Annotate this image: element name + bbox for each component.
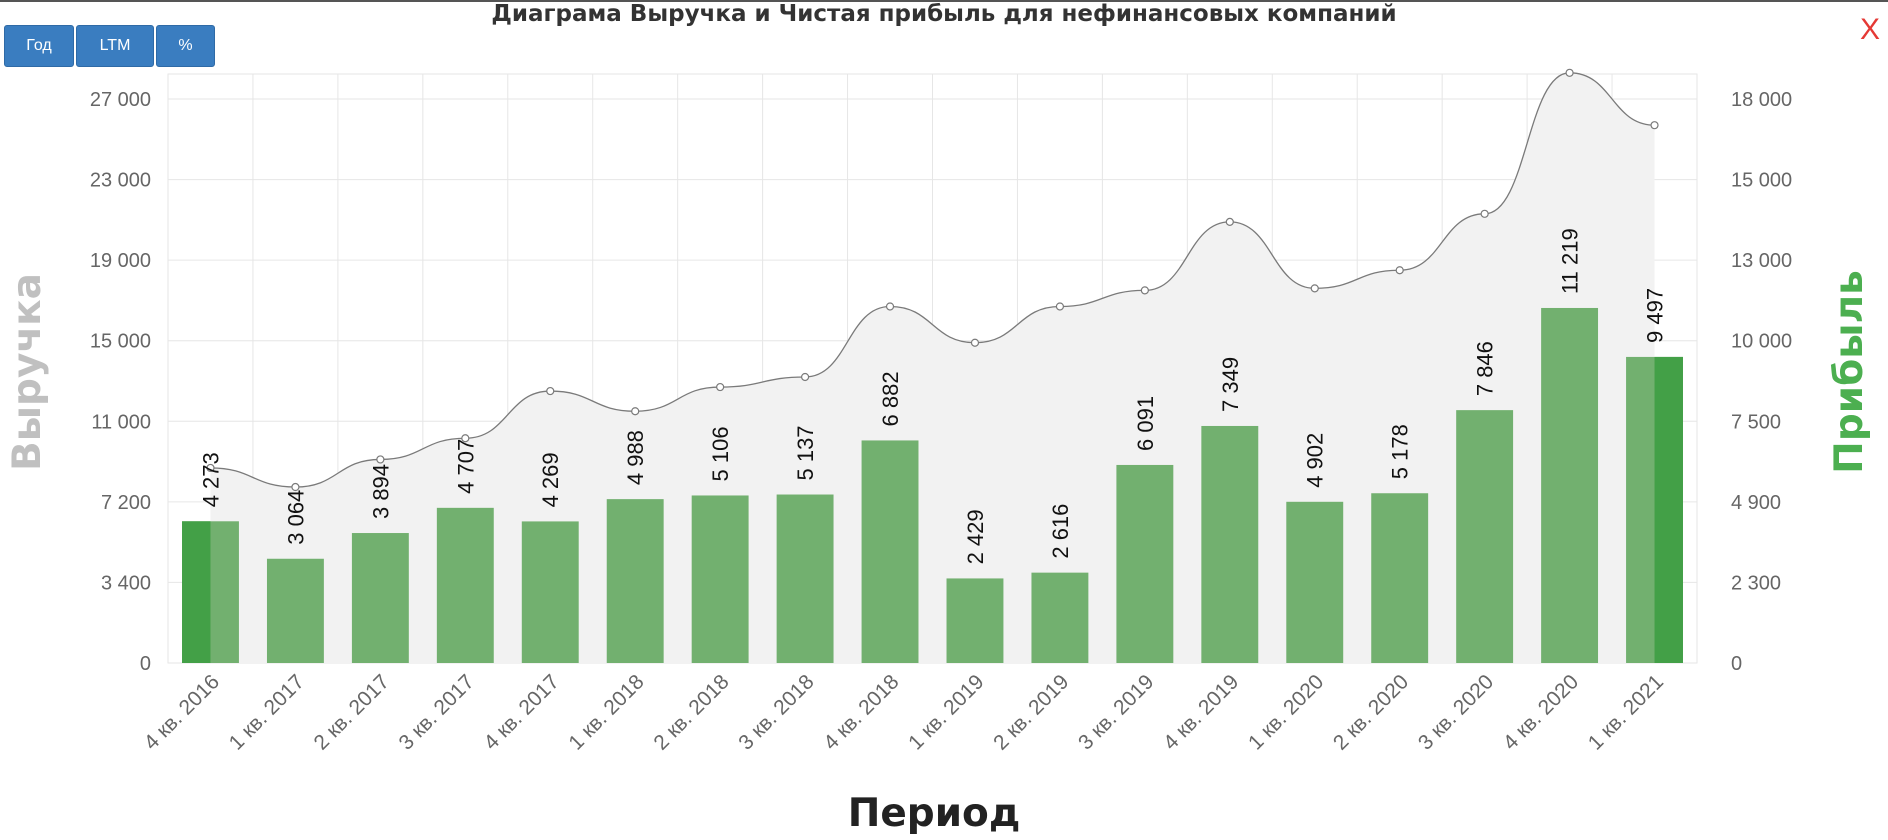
left-tick-label: 11 000 xyxy=(91,411,151,433)
revenue-point xyxy=(206,463,215,473)
right-tick-label: 7 500 xyxy=(1731,411,1781,433)
x-tick-label: 3 кв. 2020 xyxy=(1414,670,1498,754)
close-icon[interactable]: X xyxy=(1859,13,1880,46)
bar-value-label: 4 273 xyxy=(198,452,223,507)
right-tick-label: 15 000 xyxy=(1731,170,1792,192)
left-axis-title: Выручка xyxy=(5,273,50,471)
x-tick-label: 2 кв. 2017 xyxy=(310,670,394,754)
profit-bar xyxy=(776,494,834,663)
profit-bar xyxy=(436,507,494,663)
bar-value-label: 5 178 xyxy=(1388,424,1413,479)
x-tick-label: 1 кв. 2018 xyxy=(564,670,648,754)
profit-bar xyxy=(521,521,579,663)
top-border xyxy=(0,0,1888,2)
revenue-point xyxy=(631,407,640,416)
x-tick-label: 2 кв. 2018 xyxy=(649,670,733,754)
right-tick-label: 4 900 xyxy=(1731,492,1781,514)
year-button[interactable]: Год xyxy=(4,25,74,67)
percent-button[interactable]: % xyxy=(156,25,215,67)
right-tick-label: 2 300 xyxy=(1731,572,1781,594)
revenue-point xyxy=(1565,68,1574,77)
revenue-point xyxy=(1480,209,1489,218)
x-axis-title: Период xyxy=(848,791,1021,836)
revenue-point xyxy=(291,482,300,492)
profit-bar xyxy=(1286,501,1344,663)
bar-value-label: 2 429 xyxy=(963,509,988,564)
bar-value-label: 4 902 xyxy=(1303,433,1328,488)
bar-value-label: 2 616 xyxy=(1048,504,1073,559)
x-tick-label: 4 кв. 2019 xyxy=(1159,670,1243,754)
profit-bar xyxy=(861,440,919,663)
right-tick-label: 18 000 xyxy=(1731,89,1792,111)
profit-bar xyxy=(1201,425,1259,663)
left-tick-label: 23 000 xyxy=(90,170,151,192)
x-tick-label: 1 кв. 2017 xyxy=(225,670,309,754)
profit-bar xyxy=(691,495,749,663)
bar-value-label: 6 091 xyxy=(1133,396,1158,451)
x-tick-label: 3 кв. 2019 xyxy=(1074,670,1158,754)
x-tick-label: 1 кв. 2020 xyxy=(1244,670,1328,754)
chart-title: Диаграма Выручка и Чистая прибыль для не… xyxy=(491,1,1397,27)
bar-value-label: 4 707 xyxy=(453,439,478,494)
x-tick-label: 4 кв. 2017 xyxy=(479,670,563,754)
left-tick-label: 19 000 xyxy=(90,250,151,272)
ltm-button[interactable]: LTM xyxy=(76,25,154,67)
profit-bar xyxy=(1116,464,1174,663)
x-tick-label: 4 кв. 2018 xyxy=(819,670,903,754)
revenue-point xyxy=(1225,217,1234,226)
x-tick-label: 1 кв. 2021 xyxy=(1584,670,1668,754)
profit-bar-highlight xyxy=(182,521,211,663)
x-tick-label: 3 кв. 2018 xyxy=(734,670,818,754)
bar-value-label: 5 106 xyxy=(708,426,733,481)
bar-value-label: 3 894 xyxy=(368,464,393,519)
profit-bar xyxy=(1541,307,1599,663)
revenue-point xyxy=(716,382,725,392)
right-axis-title: Прибыль xyxy=(1827,270,1872,474)
profit-bar xyxy=(606,499,664,663)
x-tick-label: 4 кв. 2020 xyxy=(1499,670,1583,754)
left-tick-label: 7 200 xyxy=(101,492,151,514)
left-tick-label: 3 400 xyxy=(101,572,151,594)
revenue-point xyxy=(1140,286,1149,295)
right-tick-label: 0 xyxy=(1731,653,1742,675)
profit-bar xyxy=(1456,410,1514,663)
revenue-point xyxy=(461,434,470,443)
revenue-point xyxy=(970,338,980,347)
left-tick-label: 27 000 xyxy=(90,89,151,111)
revenue-point xyxy=(1650,121,1659,130)
right-tick-label: 10 000 xyxy=(1731,331,1792,353)
bar-value-label: 11 219 xyxy=(1558,228,1583,294)
profit-bar-highlight xyxy=(1654,356,1683,663)
x-tick-label: 3 кв. 2017 xyxy=(395,670,479,754)
bar-value-label: 9 497 xyxy=(1643,288,1668,343)
x-tick-label: 2 кв. 2020 xyxy=(1329,670,1413,754)
x-tick-label: 1 кв. 2019 xyxy=(904,670,988,754)
revenue-point xyxy=(885,302,895,311)
bar-value-label: 5 137 xyxy=(793,425,818,480)
left-tick-label: 0 xyxy=(140,653,151,675)
bar-value-label: 4 988 xyxy=(623,430,648,485)
revenue-point xyxy=(546,386,555,396)
profit-bar xyxy=(946,578,1004,663)
profit-bar xyxy=(266,558,324,663)
bar-value-label: 7 846 xyxy=(1473,341,1498,396)
right-tick-label: 13 000 xyxy=(1731,250,1792,272)
profit-bar xyxy=(1371,493,1429,663)
revenue-point xyxy=(800,372,810,382)
bar-value-label: 3 064 xyxy=(283,490,308,545)
revenue-point xyxy=(1055,302,1065,311)
bar-value-label: 7 349 xyxy=(1218,357,1243,412)
profit-bar xyxy=(351,533,409,663)
revenue-point xyxy=(376,455,385,464)
bar-value-label: 4 269 xyxy=(538,452,563,507)
profit-bar xyxy=(1031,572,1089,663)
x-tick-label: 2 кв. 2019 xyxy=(989,670,1073,754)
revenue-point xyxy=(1310,284,1319,293)
x-tick-label: 4 кв. 2016 xyxy=(140,670,224,754)
period-toggle-group: Год LTM % xyxy=(4,25,215,67)
bar-value-label: 6 882 xyxy=(878,371,903,426)
left-tick-label: 15 000 xyxy=(90,331,151,353)
revenue-point xyxy=(1395,266,1404,275)
